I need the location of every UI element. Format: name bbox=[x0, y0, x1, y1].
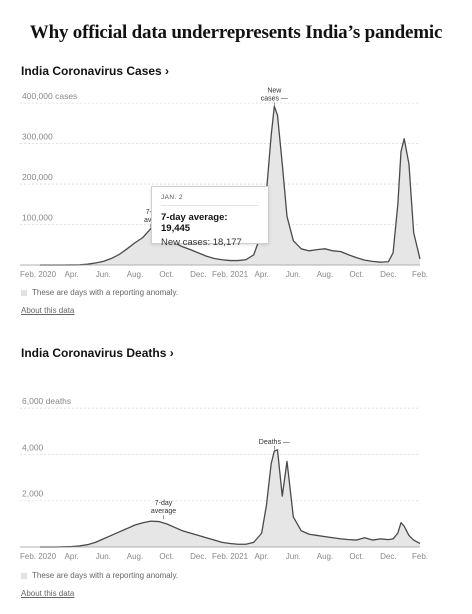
page-headline: Why official data underrepresents India’… bbox=[29, 22, 443, 43]
cases-y-tick-label: 400,000 cases bbox=[22, 91, 77, 101]
cases-y-tick-label: 100,000 bbox=[22, 213, 53, 223]
cases-x-tick-label: Aug. bbox=[127, 270, 143, 279]
cases-x-tick-label: Dec. bbox=[190, 270, 206, 279]
cases-annotation-label: cases — bbox=[261, 95, 288, 102]
deaths-y-tick-label: 2,000 bbox=[22, 489, 44, 499]
deaths-about-data-link[interactable]: About this data bbox=[21, 589, 75, 598]
deaths-x-tick-label: Oct. bbox=[349, 552, 364, 561]
deaths-x-tick-label: Apr. bbox=[255, 552, 269, 561]
deaths-x-tick-label: Feb. 2021 bbox=[212, 552, 249, 561]
cases-tooltip: JAN. 2 7-day average: 19,445 New cases: … bbox=[151, 186, 269, 248]
deaths-x-tick-label: Apr. bbox=[65, 552, 79, 561]
cases-x-tick-label: Apr. bbox=[65, 270, 79, 279]
tooltip-new-cases: New cases: 18,177 bbox=[161, 237, 242, 248]
deaths-x-tick-label: Dec. bbox=[380, 552, 396, 561]
cases-anomaly-note: These are days with a reporting anomaly. bbox=[21, 288, 178, 297]
cases-y-tick-label: 200,000 bbox=[22, 172, 53, 182]
cases-x-tick-label: Aug. bbox=[317, 270, 333, 279]
tooltip-seven-day-average: 7-day average: 19,445 bbox=[161, 212, 228, 234]
deaths-anomaly-note-text: These are days with a reporting anomaly. bbox=[32, 571, 179, 580]
deaths-x-tick-label: Feb. bbox=[412, 552, 428, 561]
deaths-x-tick-label: Jun. bbox=[96, 552, 111, 561]
deaths-annotation-label: Deaths — bbox=[259, 439, 290, 446]
cases-about-data-link[interactable]: About this data bbox=[21, 306, 75, 315]
cases-x-tick-label: Jun. bbox=[286, 270, 301, 279]
cases-anomaly-note-text: These are days with a reporting anomaly. bbox=[32, 288, 179, 297]
deaths-x-tick-label: Jun. bbox=[286, 552, 301, 561]
cases-x-tick-label: Feb. 2021 bbox=[212, 270, 249, 279]
deaths-annotation-label: 7-day bbox=[155, 500, 173, 507]
deaths-y-tick-label: 4,000 bbox=[22, 442, 44, 452]
deaths-area bbox=[40, 449, 420, 547]
cases-seven-day-average-line bbox=[40, 105, 421, 266]
deaths-x-tick-label: Dec. bbox=[190, 552, 206, 561]
cases-y-tick-label: 300,000 bbox=[22, 132, 53, 142]
deaths-chart: 2,000 4,000 6,000 deaths Feb. 2020 Apr. Jun. A… bbox=[20, 396, 428, 561]
cases-x-tick-label: Feb. 2020 bbox=[20, 270, 57, 279]
deaths-y-tick-label: 6,000 deaths bbox=[22, 396, 71, 406]
cases-x-tick-label: Feb. bbox=[412, 270, 428, 279]
cases-x-tick-label: Dec. bbox=[380, 270, 396, 279]
cases-annotation-label: 7-d bbox=[146, 209, 156, 216]
anomaly-swatch-icon bbox=[21, 572, 27, 579]
deaths-annotation-label: average bbox=[151, 508, 176, 515]
cases-x-tick-label: Apr. bbox=[255, 270, 269, 279]
cases-x-tick-label: Oct. bbox=[349, 270, 364, 279]
deaths-x-tick-label: Aug. bbox=[127, 552, 143, 561]
deaths-anomaly-note: These are days with a reporting anomaly. bbox=[21, 571, 178, 580]
anomaly-swatch-icon bbox=[21, 289, 27, 296]
cases-x-tick-label: Oct. bbox=[159, 270, 174, 279]
deaths-chart-title[interactable]: India Coronavirus Deaths › bbox=[21, 346, 174, 360]
cases-chart: 100,000 200,000 300,000 400,000 cases Feb. 2… bbox=[20, 87, 428, 279]
deaths-seven-day-average-line bbox=[40, 449, 421, 548]
deaths-x-tick-label: Feb. 2020 bbox=[20, 552, 57, 561]
cases-chart-title[interactable]: India Coronavirus Cases › bbox=[21, 64, 170, 78]
deaths-x-tick-label: Aug. bbox=[317, 552, 333, 561]
tooltip-date: JAN. 2 bbox=[161, 194, 259, 206]
cases-annotation-label: New bbox=[267, 87, 282, 94]
cases-x-tick-label: Jun. bbox=[96, 270, 111, 279]
deaths-x-tick-label: Oct. bbox=[159, 552, 174, 561]
